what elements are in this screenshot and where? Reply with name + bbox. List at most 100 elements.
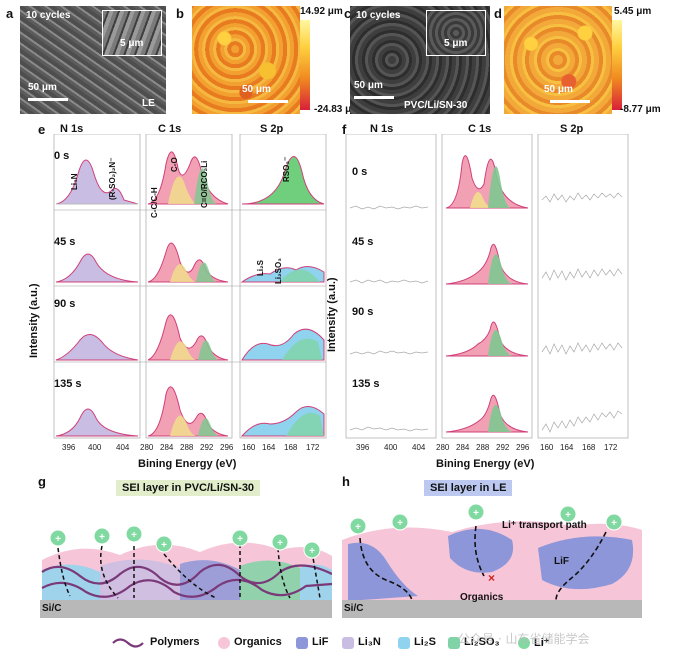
peak-label-cor: C=O/RCO₂Li	[200, 160, 209, 208]
header-n1s-e: N 1s	[60, 123, 84, 135]
peak-label-li2s: Li₂S	[256, 260, 265, 276]
tick-s-164-f: 164	[560, 443, 574, 452]
svg-text:+: +	[99, 532, 105, 543]
peak-c1s-45s-f	[445, 243, 529, 285]
svg-text:+: +	[397, 518, 403, 529]
legend-polymers: Polymers	[150, 636, 200, 648]
sem-image-le: 10 cycles 5 μm 50 μm LE	[20, 6, 166, 114]
xlabel-f: Bining Energy (eV)	[436, 458, 535, 470]
svg-text:+: +	[473, 508, 479, 519]
time-45s-e: 45 s	[54, 236, 76, 248]
scale-label-c: 50 μm	[354, 80, 383, 91]
ylabel-f: Intensity (a.u.)	[326, 277, 338, 352]
legend-organics-swatch	[218, 637, 230, 649]
header-s2p-f: S 2p	[560, 123, 584, 135]
svg-text:+: +	[355, 522, 361, 533]
scale-bar-c	[354, 96, 394, 99]
afm-map-pvc: 50 μm	[504, 6, 612, 114]
tick-n-396-e: 396	[62, 443, 76, 452]
tick-c-296-e: 296	[220, 443, 234, 452]
svg-text:+: +	[55, 534, 61, 545]
sem-inset-le	[102, 10, 162, 56]
cmin-b: -24.83 μm	[314, 104, 361, 115]
xps-plot-f	[345, 134, 629, 439]
tick-c-284-f: 284	[456, 443, 470, 452]
scale-bar-d	[550, 100, 590, 103]
peak-li3n-90s	[55, 334, 139, 361]
peak-label-li3n: Li₃N	[70, 173, 79, 190]
header-c1s-f: C 1s	[468, 123, 492, 135]
tick-c-284-e: 284	[160, 443, 174, 452]
peak-label-co: C-O	[170, 157, 179, 172]
substrate-h	[342, 600, 642, 618]
svg-text:+: +	[611, 518, 617, 529]
tick-s-160-f: 160	[540, 443, 554, 452]
sei-title-g: SEI layer in PVC/Li/SN-30	[116, 480, 261, 496]
cmin-d: -8.77 μm	[620, 104, 661, 115]
svg-text:+: +	[565, 510, 571, 521]
panel-label-g: g	[38, 474, 46, 489]
tick-c-296-f: 296	[516, 443, 530, 452]
legend-li-ion: Li⁺	[534, 637, 550, 649]
lif-region-2	[448, 528, 514, 573]
header-c1s-e: C 1s	[158, 123, 182, 135]
tick-n-400-f: 400	[384, 443, 398, 452]
peak-li3n-0s	[55, 159, 139, 205]
xps-plot-e	[53, 134, 327, 439]
scale-label-a: 50 μm	[28, 82, 57, 93]
peak-label-rso3: RSO₃⁻	[282, 156, 291, 182]
panel-label-h: h	[342, 474, 350, 489]
panel-label-f: f	[342, 122, 347, 137]
tick-n-404-f: 404	[412, 443, 426, 452]
legend-li2s: Li₂S	[414, 636, 436, 648]
peak-c1s-135s-f	[445, 394, 529, 433]
peak-c1s-0s-f	[445, 155, 529, 209]
svg-text:+: +	[161, 540, 167, 551]
colorbar-d	[612, 20, 622, 110]
xlabel-e: Bining Energy (eV)	[138, 458, 237, 470]
inset-scale-c: 5 μm	[444, 38, 468, 49]
substrate-label-g: Si/C	[42, 603, 62, 614]
cmax-b: 14.92 μm	[300, 6, 343, 17]
sei-diagram-g: + + + + + + +	[40, 525, 332, 618]
ylabel-e: Intensity (a.u.)	[28, 283, 40, 358]
sei-diagram-h: + + + + + ×	[342, 503, 642, 618]
watermark: 公众号 · 山东省储能学会	[458, 632, 590, 646]
cmax-d: 5.45 μm	[614, 6, 652, 17]
cycles-label-c: 10 cycles	[356, 10, 401, 21]
afm-map-le: 50 μm	[192, 6, 300, 114]
legend-li-ion-swatch	[518, 637, 530, 649]
cycles-label-a: 10 cycles	[26, 10, 71, 21]
panel-label-a: a	[6, 6, 14, 21]
tag-le: LE	[142, 98, 155, 109]
svg-text:+: +	[237, 534, 243, 545]
time-135s-e: 135 s	[54, 378, 82, 390]
tick-s-164-e: 164	[262, 443, 276, 452]
inset-scale-a: 5 μm	[120, 38, 144, 49]
svg-text:+: +	[131, 530, 137, 541]
tick-c-280-f: 280	[436, 443, 450, 452]
tag-pvc: PVC/Li/SN-30	[404, 100, 468, 111]
svg-text:+: +	[277, 538, 283, 549]
blocked-mark: ×	[488, 571, 495, 585]
scale-label-d: 50 μm	[544, 84, 573, 95]
path-label-h: Li⁺ transport path	[502, 520, 587, 531]
peak-c1s-90s-f	[445, 321, 529, 357]
lif-label-h: LiF	[554, 556, 569, 567]
legend-lif-swatch	[296, 637, 308, 649]
tick-s-168-f: 168	[582, 443, 596, 452]
sem-image-pvc: 10 cycles 5 μm 50 μm PVC/Li/SN-30	[350, 6, 490, 114]
legend-lif: LiF	[312, 636, 329, 648]
time-90s-e: 90 s	[54, 298, 76, 310]
legend-li2so3: Li₂SO₃	[464, 636, 500, 648]
tick-c-288-f: 288	[476, 443, 490, 452]
peak-li3n-45s	[55, 253, 139, 283]
legend-li3n-swatch	[342, 637, 354, 649]
svg-text:+: +	[309, 546, 315, 557]
tick-c-292-f: 292	[496, 443, 510, 452]
legend-organics: Organics	[234, 636, 282, 648]
panel-label-d: d	[494, 6, 502, 21]
tick-n-396-f: 396	[356, 443, 370, 452]
colorbar-b	[300, 20, 310, 110]
lif-region-3	[538, 536, 634, 590]
